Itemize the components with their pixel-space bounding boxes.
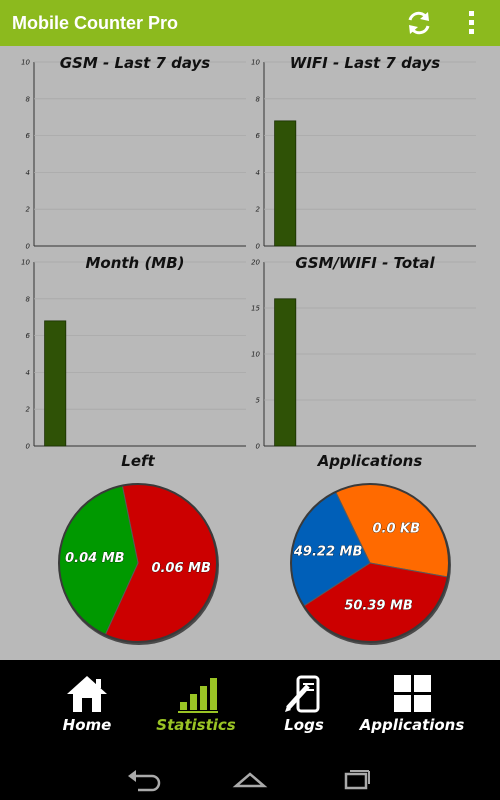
chart-title: GSM/WIFI - Total [295,254,435,272]
pie-data-label: 0.04 MB [65,551,125,566]
statistics-icon [178,678,218,713]
tab-label: Applications [359,716,465,734]
tab-label: Statistics [156,716,236,734]
y-tick-label: 4 [26,369,30,377]
bar [274,298,297,447]
pie-chart-applications: 0.0 KB 50.39 MB 49.22 MB Applications [262,452,478,652]
chart-title: Month (MB) [85,254,185,272]
y-tick-label: 2 [26,206,31,214]
bar [44,320,67,447]
logs-icon [285,675,320,713]
y-tick-label: 4 [256,169,260,177]
y-tick-label: 0 [26,443,31,451]
y-tick-label: 2 [26,406,31,414]
y-tick-label: 10 [21,59,30,67]
bar-chart-gsm-7days: 0 2 4 6 8 10 GSM - Last 7 days [20,54,250,254]
statistics-content: 0 2 4 6 8 10 GSM - Last 7 days 0 2 4 6 8 10 WIFI -… [0,46,500,660]
tab-label: Logs [284,716,324,734]
y-tick-label: 6 [256,132,261,140]
y-tick-label: 8 [256,95,261,103]
pie-data-label: 0.06 MB [151,561,211,576]
y-tick-label: 8 [26,95,31,103]
pie-chart-left: 0.06 MB 0.04 MB Left [30,452,246,652]
system-navigation-bar [0,760,500,800]
y-tick-label: 20 [251,259,260,267]
app-bar: Mobile Counter Pro [0,0,500,46]
back-icon[interactable] [124,768,164,792]
tab-logs[interactable]: Logs [249,674,359,744]
y-tick-label: 10 [251,351,260,359]
chart-title: GSM - Last 7 days [59,54,211,72]
y-tick-label: 8 [26,295,31,303]
y-tick-label: 5 [256,397,261,405]
pie-outline [58,483,218,643]
overflow-menu-icon[interactable] [460,8,484,38]
pie-data-label: 50.39 MB [344,599,413,614]
tab-home[interactable]: Home [32,674,142,744]
y-tick-label: 2 [256,206,261,214]
y-tick-label: 6 [26,332,31,340]
applications-icon [394,675,431,712]
pie-outline [290,483,450,643]
y-tick-label: 0 [256,243,261,251]
pie-data-label: 49.22 MB [293,544,363,559]
bar [274,120,297,247]
bar-chart-wifi-7days: 0 2 4 6 8 10 WIFI - Last 7 days [250,54,480,254]
chart-title: WIFI - Last 7 days [289,54,441,72]
nav-home-icon[interactable] [230,768,270,792]
chart-title: Applications [317,452,423,470]
y-tick-label: 15 [251,305,260,313]
pie-data-label: 0.0 KB [373,521,421,536]
y-tick-label: 10 [251,59,260,67]
y-tick-label: 6 [26,132,31,140]
home-icon [67,676,107,712]
app-title: Mobile Counter Pro [12,12,178,33]
y-tick-label: 4 [26,169,30,177]
tab-applications[interactable]: Applications [357,674,467,744]
y-tick-label: 0 [256,443,261,451]
tab-statistics[interactable]: Statistics [141,674,251,744]
recents-icon[interactable] [336,768,376,792]
y-tick-label: 10 [21,259,30,267]
y-tick-label: 0 [26,243,31,251]
chart-title: Left [121,452,155,470]
bottom-navigation: Home Statistics Logs [0,660,500,800]
tab-label: Home [62,716,112,734]
bar-chart-month: 0 2 4 6 8 10 Month (MB) [20,254,250,454]
refresh-icon[interactable] [404,8,434,38]
bar-chart-gsm-wifi-total: 0 5 10 15 20 GSM/WIFI - Total [250,254,480,454]
